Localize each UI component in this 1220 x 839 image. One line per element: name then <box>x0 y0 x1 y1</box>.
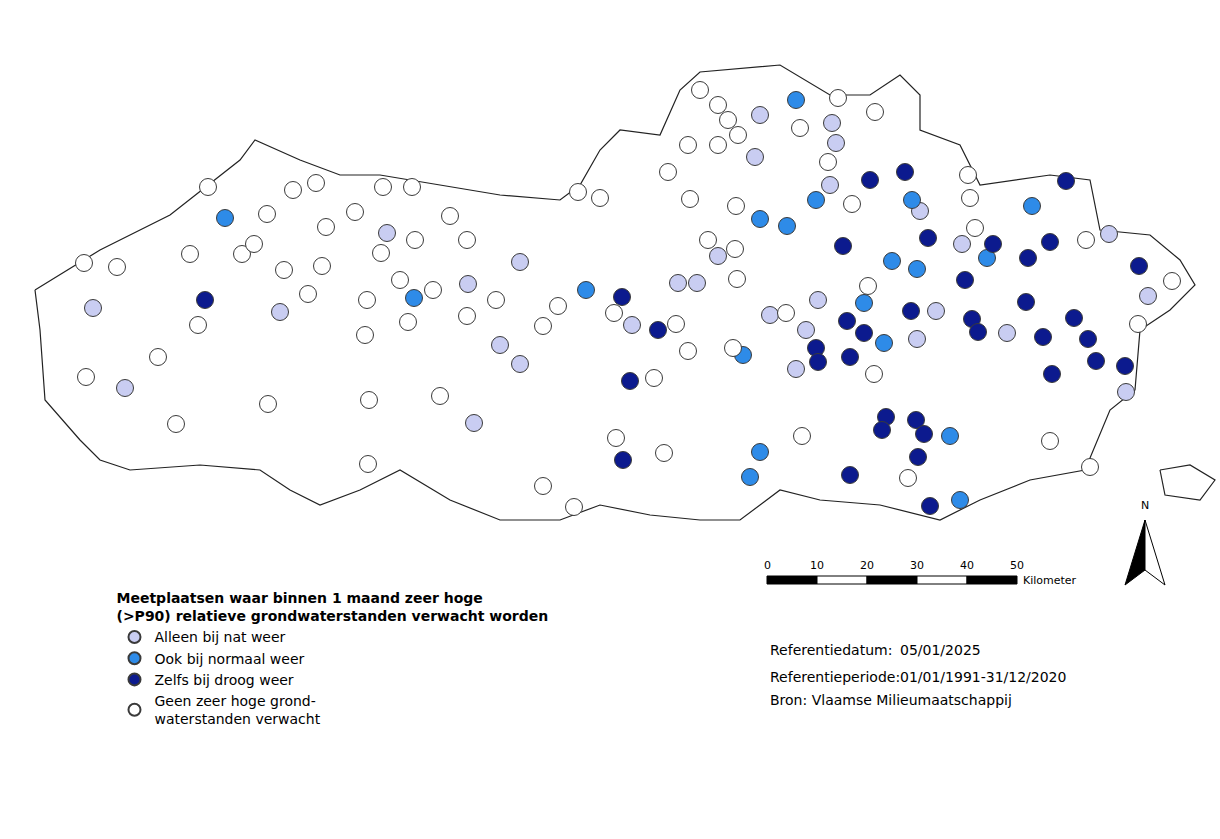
svg-text:05/01/2025: 05/01/2025 <box>900 642 981 658</box>
svg-text:Alleen bij nat weer: Alleen bij nat weer <box>154 629 285 645</box>
svg-text:Zelfs bij droog weer: Zelfs bij droog weer <box>154 672 293 688</box>
svg-text:Geen zeer hoge grond-waterstan: Geen zeer hoge grond-waterstanden verwac… <box>154 693 320 727</box>
svg-text:10: 10 <box>810 559 824 572</box>
svg-text:0: 0 <box>764 559 771 572</box>
svg-text:N: N <box>1141 499 1149 512</box>
svg-text:20: 20 <box>860 559 874 572</box>
svg-text:Referentieperiode:: Referentieperiode: <box>770 669 900 685</box>
svg-text:Kilometer: Kilometer <box>1023 574 1077 587</box>
svg-text:50: 50 <box>1010 559 1024 572</box>
svg-text:01/01/1991-31/12/2020: 01/01/1991-31/12/2020 <box>900 669 1066 685</box>
svg-text:Ook bij normaal weer: Ook bij normaal weer <box>154 651 304 667</box>
svg-text:40: 40 <box>960 559 974 572</box>
svg-text:Meetplaatsen waar binnen 1 maa: Meetplaatsen waar binnen 1 maand zeer ho… <box>116 590 548 624</box>
svg-text:Referentiedatum:: Referentiedatum: <box>770 642 892 658</box>
svg-text:30: 30 <box>910 559 924 572</box>
svg-text:Bron: Vlaamse Milieumaatschapp: Bron: Vlaamse Milieumaatschappij <box>770 692 1012 708</box>
